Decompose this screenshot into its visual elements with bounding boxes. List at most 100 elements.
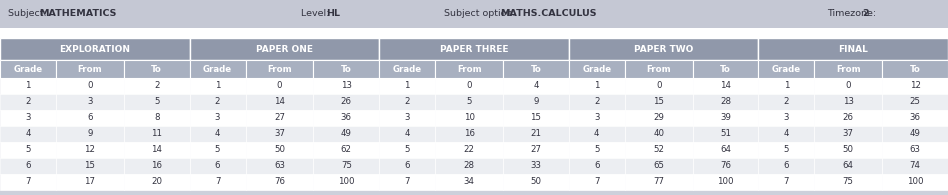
Bar xyxy=(190,142,246,158)
Bar xyxy=(379,126,435,142)
Bar xyxy=(56,126,124,142)
Bar xyxy=(0,94,56,110)
Bar xyxy=(124,94,190,110)
Text: 3: 3 xyxy=(594,113,599,122)
Bar xyxy=(814,94,883,110)
Text: 3: 3 xyxy=(87,98,93,106)
Bar xyxy=(693,158,758,174)
Bar xyxy=(693,174,758,190)
Text: 2: 2 xyxy=(784,98,789,106)
Text: 7: 7 xyxy=(405,177,410,186)
Text: 6: 6 xyxy=(405,161,410,170)
Bar xyxy=(503,142,569,158)
Text: 8: 8 xyxy=(154,113,159,122)
Bar xyxy=(883,158,948,174)
Text: 14: 14 xyxy=(720,82,731,90)
Text: From: From xyxy=(457,65,482,74)
Bar xyxy=(56,174,124,190)
Text: 26: 26 xyxy=(843,113,854,122)
Text: Grade: Grade xyxy=(392,65,422,74)
Text: 4: 4 xyxy=(26,129,30,138)
Text: To: To xyxy=(910,65,921,74)
Bar xyxy=(246,142,314,158)
Bar xyxy=(0,78,56,94)
Text: 5: 5 xyxy=(154,98,159,106)
Bar xyxy=(0,38,190,60)
Bar xyxy=(0,110,56,126)
Bar xyxy=(693,142,758,158)
Bar xyxy=(124,60,190,78)
Bar xyxy=(814,174,883,190)
Text: 3: 3 xyxy=(26,113,30,122)
Text: Subject:: Subject: xyxy=(8,10,49,19)
Text: 28: 28 xyxy=(464,161,475,170)
Bar xyxy=(314,142,379,158)
Bar xyxy=(56,142,124,158)
Bar xyxy=(246,110,314,126)
Text: 52: 52 xyxy=(653,145,665,154)
Text: 15: 15 xyxy=(530,113,541,122)
Bar xyxy=(883,174,948,190)
Text: 4: 4 xyxy=(594,129,599,138)
Bar xyxy=(625,78,693,94)
Text: 12: 12 xyxy=(909,82,921,90)
Text: 36: 36 xyxy=(909,113,921,122)
Bar xyxy=(124,110,190,126)
Text: From: From xyxy=(836,65,861,74)
Text: 34: 34 xyxy=(464,177,475,186)
Bar xyxy=(379,60,435,78)
Bar xyxy=(0,28,948,38)
Text: 16: 16 xyxy=(151,161,162,170)
Bar xyxy=(883,126,948,142)
Text: 7: 7 xyxy=(215,177,220,186)
Bar xyxy=(758,78,814,94)
Bar xyxy=(883,78,948,94)
Text: From: From xyxy=(78,65,102,74)
Text: 49: 49 xyxy=(341,129,352,138)
Text: 27: 27 xyxy=(530,145,541,154)
Text: 26: 26 xyxy=(340,98,352,106)
Text: Grade: Grade xyxy=(13,65,43,74)
Text: 16: 16 xyxy=(464,129,475,138)
Text: 63: 63 xyxy=(909,145,921,154)
Text: Level:: Level: xyxy=(301,10,333,19)
Text: 29: 29 xyxy=(653,113,665,122)
Bar xyxy=(190,174,246,190)
Text: 4: 4 xyxy=(784,129,789,138)
Text: 100: 100 xyxy=(338,177,355,186)
Text: 21: 21 xyxy=(530,129,541,138)
Text: 6: 6 xyxy=(26,161,30,170)
Text: Grade: Grade xyxy=(582,65,611,74)
Bar xyxy=(379,142,435,158)
Text: MATHEMATICS: MATHEMATICS xyxy=(40,10,117,19)
Text: 6: 6 xyxy=(594,161,599,170)
Text: 37: 37 xyxy=(274,129,285,138)
Bar xyxy=(0,0,948,28)
Bar xyxy=(435,94,503,110)
Text: 1: 1 xyxy=(26,82,30,90)
Bar xyxy=(246,158,314,174)
Text: PAPER TWO: PAPER TWO xyxy=(634,44,693,53)
Bar xyxy=(435,78,503,94)
Text: 2: 2 xyxy=(154,82,159,90)
Bar xyxy=(883,60,948,78)
Bar xyxy=(758,94,814,110)
Bar xyxy=(758,60,814,78)
Bar xyxy=(693,110,758,126)
Bar xyxy=(758,38,948,60)
Bar xyxy=(883,110,948,126)
Text: 28: 28 xyxy=(720,98,731,106)
Bar xyxy=(814,158,883,174)
Text: 15: 15 xyxy=(653,98,665,106)
Bar xyxy=(503,60,569,78)
Bar xyxy=(758,126,814,142)
Bar xyxy=(0,126,56,142)
Bar xyxy=(435,60,503,78)
Text: From: From xyxy=(267,65,292,74)
Text: 9: 9 xyxy=(87,129,93,138)
Text: 64: 64 xyxy=(720,145,731,154)
Text: 6: 6 xyxy=(784,161,789,170)
Bar xyxy=(625,174,693,190)
Text: PAPER ONE: PAPER ONE xyxy=(256,44,313,53)
Text: 6: 6 xyxy=(215,161,220,170)
